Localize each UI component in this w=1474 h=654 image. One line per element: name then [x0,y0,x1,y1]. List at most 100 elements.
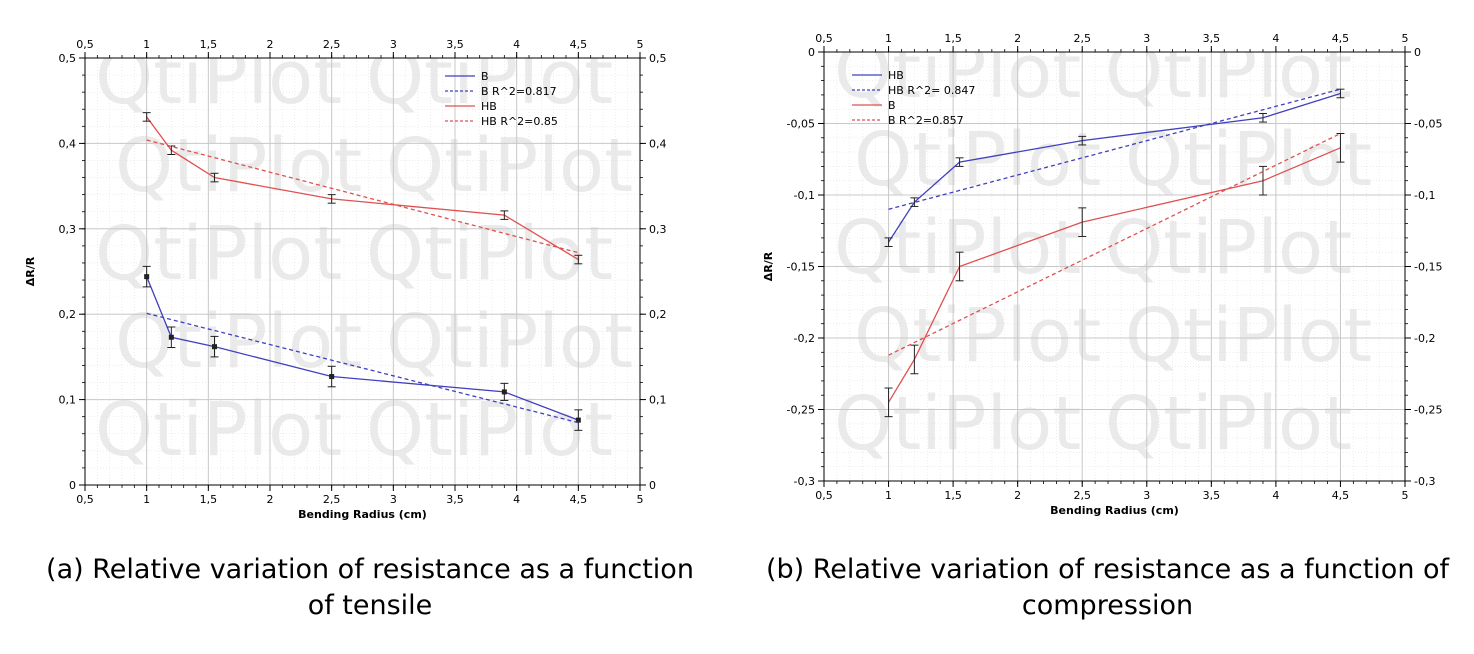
y-tick-label-right: -0,1 [1414,189,1435,202]
x-tick-label-bottom: 2 [1014,489,1021,502]
y-tick-label-left: -0,15 [787,261,815,274]
x-tick-label-top: 5 [1402,32,1409,45]
x-tick-label-top: 5 [637,38,644,51]
x-tick-label-top: 4 [1272,32,1279,45]
x-tick-label-top: 2 [1014,32,1021,45]
caption-compression: (b) Relative variation of resistance as … [765,554,1450,621]
watermark-text: QtiPlot QtiPlot [834,205,1352,291]
x-tick-label-top: 3 [390,38,397,51]
y-tick-label-right: -0,15 [1414,261,1442,274]
series-2 [888,88,1341,210]
x-tick-label-bottom: 2 [267,493,274,506]
x-tick-label-bottom: 2,5 [323,493,341,506]
y-tick-label-left: 0,2 [59,308,77,321]
legend-label: B [888,99,896,112]
y-tick-label-right: -0,3 [1414,475,1435,488]
watermark-text: QtiPlot QtiPlot [95,211,613,297]
watermark-text: QtiPlot QtiPlot [854,293,1372,379]
x-axis-title: Bending Radius (cm) [1050,504,1179,517]
watermark-text: QtiPlot QtiPlot [854,117,1372,203]
y-axis-title: ΔR/R [24,256,37,286]
x-tick-label-bottom: 5 [1402,489,1409,502]
x-tick-label-bottom: 3 [1143,489,1150,502]
x-tick-label-top: 1 [143,38,150,51]
series-2 [146,312,579,424]
legend: B B R^2=0.817 HB HB R^2=0.85 [445,70,558,128]
fit-line [146,139,579,254]
x-tick-label-top: 1,5 [200,38,218,51]
plot-frame [84,57,641,486]
data-point [212,344,217,350]
series-line [888,92,1341,243]
x-tick-label-bottom: 0,5 [815,489,833,502]
x-tick-label-bottom: 1 [143,493,150,506]
x-tick-label-bottom: 1,5 [200,493,218,506]
x-axis-title: Bending Radius (cm) [298,508,427,521]
y-tick-label-left: 0 [69,479,76,492]
y-tick-label-right: -0,05 [1414,118,1442,131]
x-tick-label-bottom: 3 [390,493,397,506]
legend-label: HB R^2= 0.847 [888,84,975,97]
legend: HB HB R^2= 0.847 B B R^2=0.857 [852,69,975,127]
legend-label: HB [481,100,497,113]
x-tick-label-bottom: 0,5 [76,493,94,506]
y-axis-title: ΔR/R [762,251,775,281]
x-tick-label-top: 3 [1143,32,1150,45]
data-point [144,274,150,280]
y-tick-label-left: 0,4 [59,137,77,150]
x-tick-label-top: 3,5 [446,38,464,51]
data-point [168,334,174,340]
series-4 [146,139,579,254]
y-tick-label-right: 0 [1414,46,1421,59]
fit-line [888,88,1341,210]
x-tick-label-top: 2 [267,38,274,51]
y-tick-label-right: 0,2 [649,308,667,321]
x-tick-label-bottom: 3,5 [1203,489,1221,502]
x-tick-label-top: 3,5 [1203,32,1221,45]
y-tick-label-left: 0,5 [59,52,77,65]
y-tick-label-left: 0,3 [59,223,77,236]
x-tick-label-top: 4 [513,38,520,51]
series-line [146,276,579,421]
series-1 [142,265,583,431]
watermark-text: QtiPlot QtiPlot [834,29,1352,115]
series-3 [884,133,1345,418]
series-1 [884,88,1345,247]
y-tick-label-left: 0 [808,46,815,59]
x-tick-label-top: 4,5 [1332,32,1350,45]
legend-label: HB R^2=0.85 [481,115,558,128]
y-tick-label-left: -0,2 [794,332,815,345]
caption-tensile: (a) Relative variation of resistance as … [46,554,694,621]
y-tick-label-right: 0,5 [649,52,667,65]
y-tick-label-left: -0,1 [794,189,815,202]
x-tick-label-bottom: 2,5 [1073,489,1091,502]
y-tick-label-right: 0,4 [649,137,667,150]
y-tick-label-left: 0,1 [59,394,77,407]
x-tick-label-bottom: 3,5 [446,493,464,506]
x-tick-label-top: 2,5 [323,38,341,51]
x-tick-label-top: 0,5 [815,32,833,45]
x-tick-label-bottom: 1 [885,489,892,502]
y-tick-label-right: -0,25 [1414,404,1442,417]
x-tick-label-bottom: 5 [637,493,644,506]
y-tick-label-right: 0,3 [649,223,667,236]
x-tick-label-bottom: 4 [1272,489,1279,502]
grid [823,51,1406,482]
y-tick-label-left: -0,05 [787,118,815,131]
axes: 0,5 0,5 1 1 1,5 1,5 2 2 2,5 2,5 3 3 3,5 3,5 4 4 4,5 4,5 5 5… [787,32,1443,502]
y-tick-label-left: -0,25 [787,404,815,417]
x-tick-label-top: 1 [885,32,892,45]
watermark-text: QtiPlot QtiPlot [95,387,613,473]
y-tick-label-right: 0,1 [649,394,667,407]
legend-label: HB [888,69,904,82]
x-tick-label-top: 4,5 [570,38,588,51]
x-tick-label-bottom: 4,5 [1332,489,1350,502]
x-tick-label-top: 2,5 [1073,32,1091,45]
y-tick-label-left: -0,3 [794,475,815,488]
x-tick-label-top: 1,5 [944,32,962,45]
data-point [501,389,507,395]
fit-line [146,312,579,424]
